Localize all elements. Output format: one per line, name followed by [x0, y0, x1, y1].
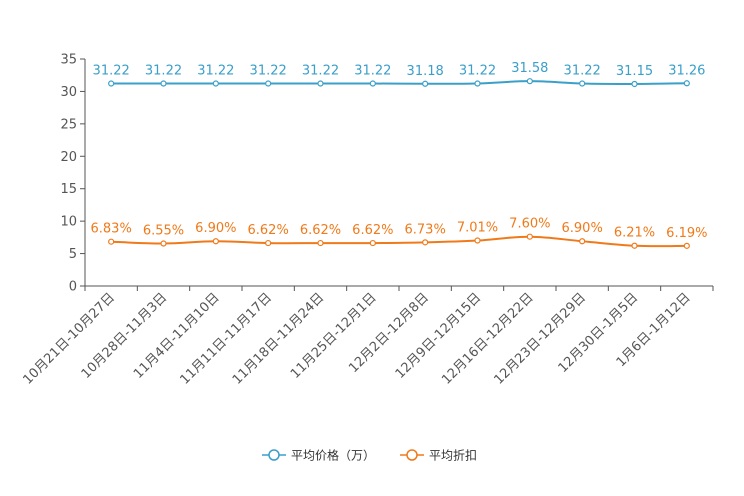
- legend-marker: [406, 449, 418, 461]
- legend-label: 平均折扣: [429, 448, 477, 463]
- data-label: 6.90%: [195, 221, 236, 236]
- data-label: 6.19%: [666, 226, 707, 241]
- y-tick-label: 0: [69, 280, 77, 295]
- data-label: 6.83%: [91, 222, 132, 237]
- y-tick-label: 15: [60, 182, 77, 197]
- series-1: 6.83% 6.55% 6.90% 6.62% 6.62% 6.62% 6.73% 7.01%…: [91, 217, 707, 249]
- data-label: 31.22: [564, 64, 601, 79]
- data-point: [474, 237, 481, 244]
- data-point: [369, 80, 376, 87]
- data-point: [108, 238, 115, 245]
- data-point: [526, 233, 533, 240]
- series-line: [111, 80, 687, 85]
- data-point: [212, 238, 219, 245]
- data-point: [108, 80, 115, 87]
- axes: 0510152025303510月21日-10月27日10月28日-11月3日1…: [21, 53, 714, 388]
- data-label: 31.58: [511, 61, 548, 76]
- data-label: 31.22: [197, 64, 234, 79]
- legend: 平均价格（万） 平均折扣: [262, 448, 477, 463]
- data-point: [317, 239, 324, 247]
- legend-marker: [268, 449, 280, 461]
- data-point: [683, 242, 690, 249]
- data-label: 6.90%: [562, 221, 603, 236]
- data-label: 31.26: [668, 63, 705, 78]
- data-label: 7.60%: [509, 217, 550, 232]
- data-label: 6.62%: [248, 223, 289, 238]
- data-label: 31.22: [145, 64, 182, 79]
- series-layer: 31.22 31.22 31.22 31.22 31.22 31.22 31.18 31.22…: [91, 61, 707, 249]
- data-point: [265, 80, 272, 87]
- series-0: 31.22 31.22 31.22 31.22 31.22 31.22 31.18 31.22…: [93, 61, 705, 88]
- data-point: [265, 239, 272, 247]
- legend-label: 平均价格（万）: [291, 448, 375, 463]
- data-label: 6.62%: [300, 223, 341, 238]
- data-point: [579, 80, 586, 87]
- data-point: [631, 80, 638, 88]
- data-label: 31.22: [250, 64, 287, 79]
- data-point: [683, 80, 690, 87]
- y-tick-label: 10: [60, 215, 77, 230]
- y-tick-label: 25: [60, 117, 77, 132]
- data-label: 6.21%: [614, 226, 655, 241]
- data-label: 6.73%: [405, 222, 446, 237]
- x-tick-label: 11月18日-11月24日: [230, 290, 327, 387]
- data-point: [474, 80, 481, 87]
- data-label: 31.18: [407, 64, 444, 79]
- x-tick-label: 10月21日-10月27日: [21, 290, 118, 387]
- series-line: [111, 235, 687, 248]
- data-label: 31.22: [459, 64, 496, 79]
- x-tick-label: 12月23日-12月29日: [492, 290, 589, 387]
- legend-item-0: 平均价格（万）: [262, 448, 375, 463]
- y-tick-label: 20: [60, 150, 77, 165]
- legend-item-1: 平均折扣: [400, 448, 477, 463]
- x-tick-label: 12月16日-12月22日: [439, 290, 536, 387]
- data-point: [369, 239, 376, 247]
- data-point: [422, 239, 429, 246]
- data-label: 6.55%: [143, 224, 184, 239]
- data-point: [160, 80, 167, 87]
- y-tick-label: 5: [69, 247, 77, 262]
- data-point: [526, 78, 533, 85]
- data-point: [160, 240, 167, 247]
- y-tick-label: 30: [60, 85, 77, 100]
- data-point: [317, 80, 324, 87]
- x-tick-label: 11月11日-11月17日: [178, 290, 275, 387]
- data-point: [212, 80, 219, 87]
- data-label: 7.01%: [457, 221, 498, 236]
- data-label: 31.22: [93, 64, 130, 79]
- data-point: [631, 242, 638, 249]
- data-label: 6.62%: [352, 223, 393, 238]
- data-label: 31.22: [302, 64, 339, 79]
- data-label: 31.15: [616, 64, 653, 79]
- data-point: [579, 238, 586, 245]
- data-point: [422, 80, 429, 87]
- data-label: 31.22: [354, 64, 391, 79]
- y-tick-label: 35: [60, 53, 77, 68]
